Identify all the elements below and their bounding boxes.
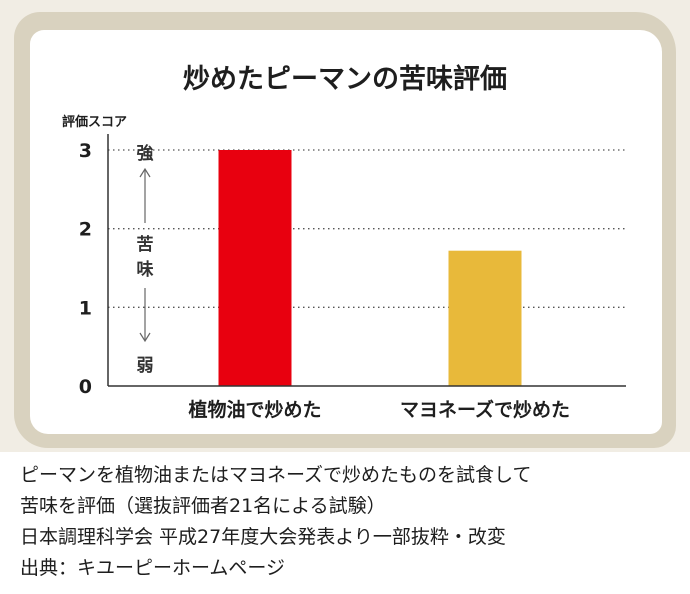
y-axis-label: 評価スコア (62, 114, 127, 130)
bar-1 (218, 150, 292, 386)
scale-label-weak: 弱 (137, 356, 154, 376)
scale-label-bitter: 苦 (137, 234, 154, 255)
scale-label-taste: 味 (137, 259, 154, 280)
y-tick-label: 0 (79, 376, 92, 398)
chart-card (30, 30, 662, 434)
x-category-label: マヨネーズで炒めた (400, 398, 570, 421)
bar-2 (448, 250, 522, 386)
y-tick-label: 2 (79, 219, 92, 241)
chart-title: 炒めたピーマンの苦味評価 (183, 63, 507, 95)
scale-arrow-up-head (139, 167, 151, 178)
caption-line-4: 出典：キユーピーホームページ (20, 557, 286, 579)
caption-line-1: ピーマンを植物油またはマヨネーズで炒めたものを試食して (20, 464, 532, 486)
y-tick-label: 3 (79, 140, 92, 162)
caption: ピーマンを植物油またはマヨネーズで炒めたものを試食して 苦味を評価（選抜評価者2… (0, 452, 690, 594)
x-category-label: 植物油で炒めた (188, 398, 321, 421)
scale-label-strong: 強 (137, 143, 154, 164)
scale-arrow-down-head (139, 332, 151, 343)
caption-line-3: 日本調理科学会 平成27年度大会発表より一部抜粋・改変 (20, 526, 506, 548)
caption-line-2: 苦味を評価（選抜評価者21名による試験） (20, 495, 386, 517)
bar-chart: 炒めたピーマンの苦味評価 評価スコア 0 1 2 3 植物油で炒めた マヨネーズで炒めた… (62, 63, 626, 421)
y-tick-label: 1 (79, 297, 92, 319)
